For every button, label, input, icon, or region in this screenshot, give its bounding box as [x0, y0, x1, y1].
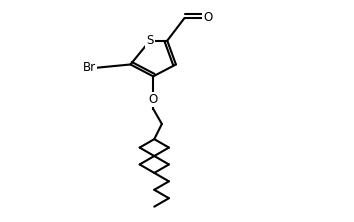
Text: O: O	[203, 11, 212, 24]
Text: Br: Br	[83, 61, 96, 74]
Text: O: O	[149, 93, 158, 106]
Text: S: S	[146, 34, 154, 47]
